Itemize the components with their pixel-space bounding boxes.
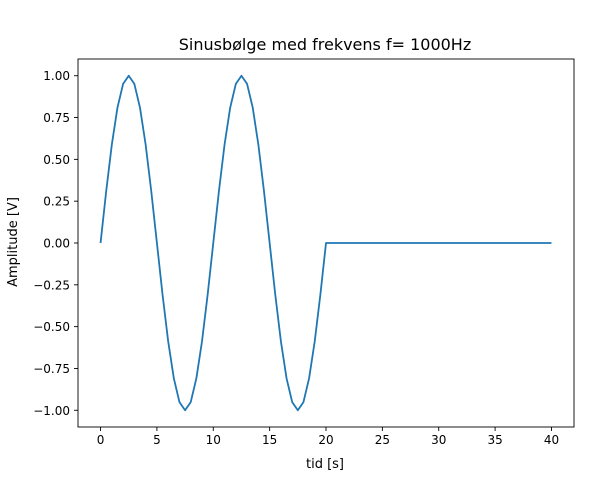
y-tick-label: 0.50 [43, 153, 70, 167]
x-tick-label: 15 [262, 433, 277, 447]
x-axis-label: tid [s] [306, 457, 344, 472]
x-tick-label: 0 [97, 433, 105, 447]
y-axis-ticks: 1.00 0.75 0.50 0.25 0.00 −0.25 −0.50 −0.75 −1.00 [33, 69, 78, 418]
y-tick-label: 0.25 [43, 195, 70, 209]
x-tick-label: 40 [544, 433, 559, 447]
x-tick-label: 35 [487, 433, 502, 447]
plot-area [77, 58, 575, 428]
x-tick-label: 20 [318, 433, 333, 447]
chart-title: Sinusbølge med frekvens f= 1000Hz [179, 35, 471, 54]
x-axis-ticks: 0 5 10 15 20 25 30 35 40 [97, 427, 559, 447]
x-tick-label: 10 [206, 433, 221, 447]
x-tick-label: 30 [431, 433, 446, 447]
y-tick-label: −0.50 [33, 320, 70, 334]
y-tick-label: −0.75 [33, 362, 70, 376]
y-tick-label: −0.25 [33, 278, 70, 292]
y-tick-label: 1.00 [43, 69, 70, 83]
y-tick-label: −1.00 [33, 404, 70, 418]
series-line-0 [99, 74, 552, 412]
y-tick-label: 0.00 [43, 237, 70, 251]
y-tick-label: 0.75 [43, 111, 70, 125]
x-tick-label: 25 [375, 433, 390, 447]
x-tick-label: 5 [153, 433, 161, 447]
y-axis-label: Amplitude [V] [6, 197, 21, 287]
